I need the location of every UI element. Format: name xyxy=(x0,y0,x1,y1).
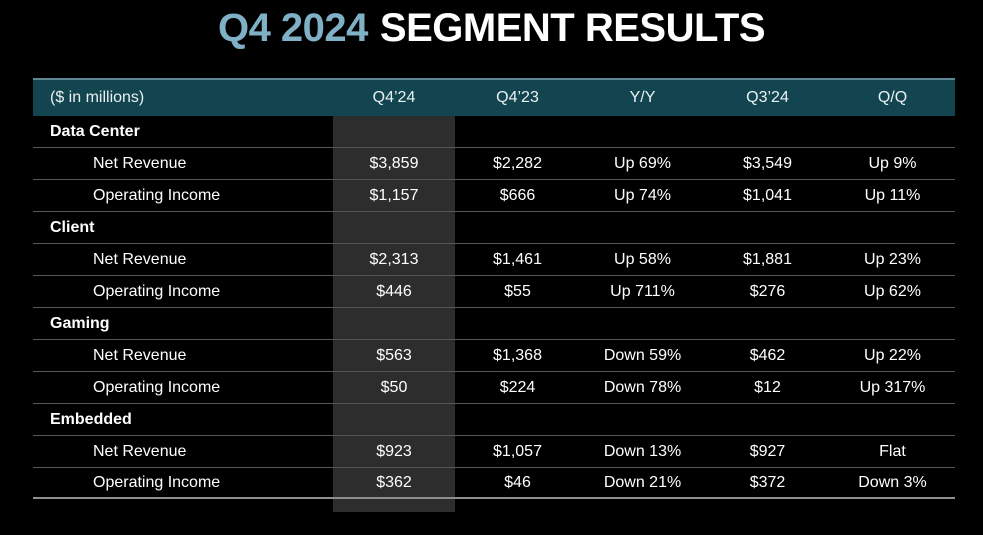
cell-q3-24: $1,881 xyxy=(743,250,792,268)
table-row: Operating Income $1,157 $666 Up 74% $1,0… xyxy=(33,180,955,212)
cell-q4-24: $3,859 xyxy=(369,154,419,172)
cell-q4-23: $2,282 xyxy=(493,154,542,172)
title-quarter: Q4 2024 xyxy=(217,6,368,50)
table-header-row: ($ in millions) Q4’24 Q4’23 Y/Y Q3’24 Q/… xyxy=(33,78,955,116)
table-row: Operating Income $446 $55 Up 711% $276 U… xyxy=(33,276,955,308)
cell-q4-24: $1,157 xyxy=(369,186,419,204)
current-quarter-highlight xyxy=(333,116,455,512)
cell-qq: Up 317% xyxy=(859,378,926,396)
segment-results-table: ($ in millions) Q4’24 Q4’23 Y/Y Q3’24 Q/… xyxy=(33,78,955,512)
table-row: Net Revenue $923 $1,057 Down 13% $927 Fl… xyxy=(33,436,955,468)
table-row: Net Revenue $2,313 $1,461 Up 58% $1,881 … xyxy=(33,244,955,276)
row-label: Net Revenue xyxy=(93,346,187,364)
cell-q4-24: $446 xyxy=(376,282,412,300)
row-label: Operating Income xyxy=(93,473,221,491)
row-label: Net Revenue xyxy=(93,250,187,268)
column-header-q4-24: Q4’24 xyxy=(372,89,416,106)
section-name: Embedded xyxy=(50,410,132,428)
row-label: Net Revenue xyxy=(93,154,187,172)
cell-q3-24: $3,549 xyxy=(743,154,792,172)
cell-q3-24: $276 xyxy=(749,282,786,300)
cell-q3-24: $927 xyxy=(749,442,786,460)
table-row: Operating Income $362 $46 Down 21% $372 … xyxy=(33,468,955,499)
cell-qq: Down 3% xyxy=(858,473,927,491)
table-row: Net Revenue $563 $1,368 Down 59% $462 Up… xyxy=(33,340,955,372)
table-row: Net Revenue $3,859 $2,282 Up 69% $3,549 … xyxy=(33,148,955,180)
cell-qq: Flat xyxy=(879,442,906,460)
column-header-yy: Y/Y xyxy=(629,89,656,106)
section-name: Client xyxy=(50,218,95,236)
row-label: Net Revenue xyxy=(93,442,187,460)
row-label: Operating Income xyxy=(93,378,221,396)
title-rest: SEGMENT RESULTS xyxy=(379,6,766,50)
page-title: Q4 2024 SEGMENT RESULTS xyxy=(0,6,983,51)
cell-yy: Down 21% xyxy=(603,473,682,491)
section-row-gaming: Gaming xyxy=(33,308,955,340)
cell-q4-24: $2,313 xyxy=(369,250,419,268)
cell-yy: Down 13% xyxy=(603,442,682,460)
cell-yy: Up 58% xyxy=(614,250,671,268)
column-header-qq: Q/Q xyxy=(877,89,908,106)
cell-q4-23: $55 xyxy=(504,282,531,300)
cell-q3-24: $1,041 xyxy=(743,186,792,204)
row-label: Operating Income xyxy=(93,282,221,300)
cell-q4-23: $1,461 xyxy=(493,250,542,268)
cell-q3-24: $462 xyxy=(749,346,786,364)
table-row: Operating Income $50 $224 Down 78% $12 U… xyxy=(33,372,955,404)
cell-qq: Up 9% xyxy=(868,154,917,172)
section-row-data-center: Data Center xyxy=(33,116,955,148)
row-label: Operating Income xyxy=(93,186,221,204)
cell-yy: Up 69% xyxy=(614,154,671,172)
cell-yy: Up 711% xyxy=(610,282,675,300)
cell-qq: Up 22% xyxy=(864,346,921,364)
section-name: Gaming xyxy=(50,314,110,332)
cell-q4-23: $224 xyxy=(499,378,536,396)
unit-label: ($ in millions) xyxy=(50,89,145,106)
cell-qq: Up 62% xyxy=(864,282,921,300)
section-row-embedded: Embedded xyxy=(33,404,955,436)
cell-yy: Down 59% xyxy=(603,346,682,364)
cell-q4-23: $666 xyxy=(499,186,536,204)
cell-q3-24: $12 xyxy=(754,378,781,396)
section-name: Data Center xyxy=(50,122,140,140)
cell-q3-24: $372 xyxy=(749,473,786,491)
cell-yy: Up 74% xyxy=(614,186,671,204)
section-row-client: Client xyxy=(33,212,955,244)
column-header-q3-24: Q3’24 xyxy=(746,89,789,106)
cell-q4-24: $923 xyxy=(376,442,412,460)
cell-qq: Up 11% xyxy=(864,186,921,204)
cell-q4-24: $362 xyxy=(376,473,412,491)
cell-yy: Down 78% xyxy=(603,378,682,396)
column-header-q4-23: Q4’23 xyxy=(496,89,539,106)
table-body: Data Center Net Revenue $3,859 $2,282 Up… xyxy=(33,116,955,512)
cell-q4-24: $50 xyxy=(380,378,408,396)
cell-q4-23: $1,368 xyxy=(493,346,542,364)
cell-qq: Up 23% xyxy=(864,250,921,268)
cell-q4-23: $1,057 xyxy=(493,442,542,460)
cell-q4-24: $563 xyxy=(376,346,412,364)
cell-q4-23: $46 xyxy=(504,473,531,491)
